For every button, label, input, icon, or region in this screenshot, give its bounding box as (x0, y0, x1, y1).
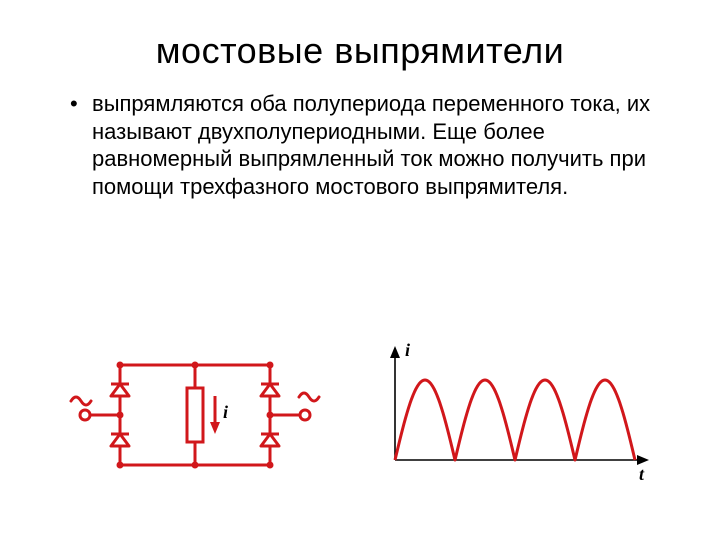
slide: мостовые выпрямители • выпрямляются оба … (0, 0, 720, 540)
wave-svg: it (365, 340, 655, 490)
bridge-rectifier-circuit: i (65, 330, 325, 500)
slide-title: мостовые выпрямители (40, 30, 680, 72)
bullet-text: выпрямляются оба полупериода переменного… (92, 90, 680, 200)
bullet-item: • выпрямляются оба полупериода переменно… (70, 90, 680, 200)
bullet-dot: • (70, 90, 92, 200)
svg-text:i: i (223, 402, 228, 422)
figures-row: i it (0, 330, 720, 500)
svg-text:i: i (405, 340, 410, 360)
body-text: • выпрямляются оба полупериода переменно… (70, 90, 680, 200)
circuit-svg: i (65, 330, 325, 500)
svg-text:t: t (639, 464, 645, 484)
rectified-waveform-chart: it (365, 340, 655, 490)
